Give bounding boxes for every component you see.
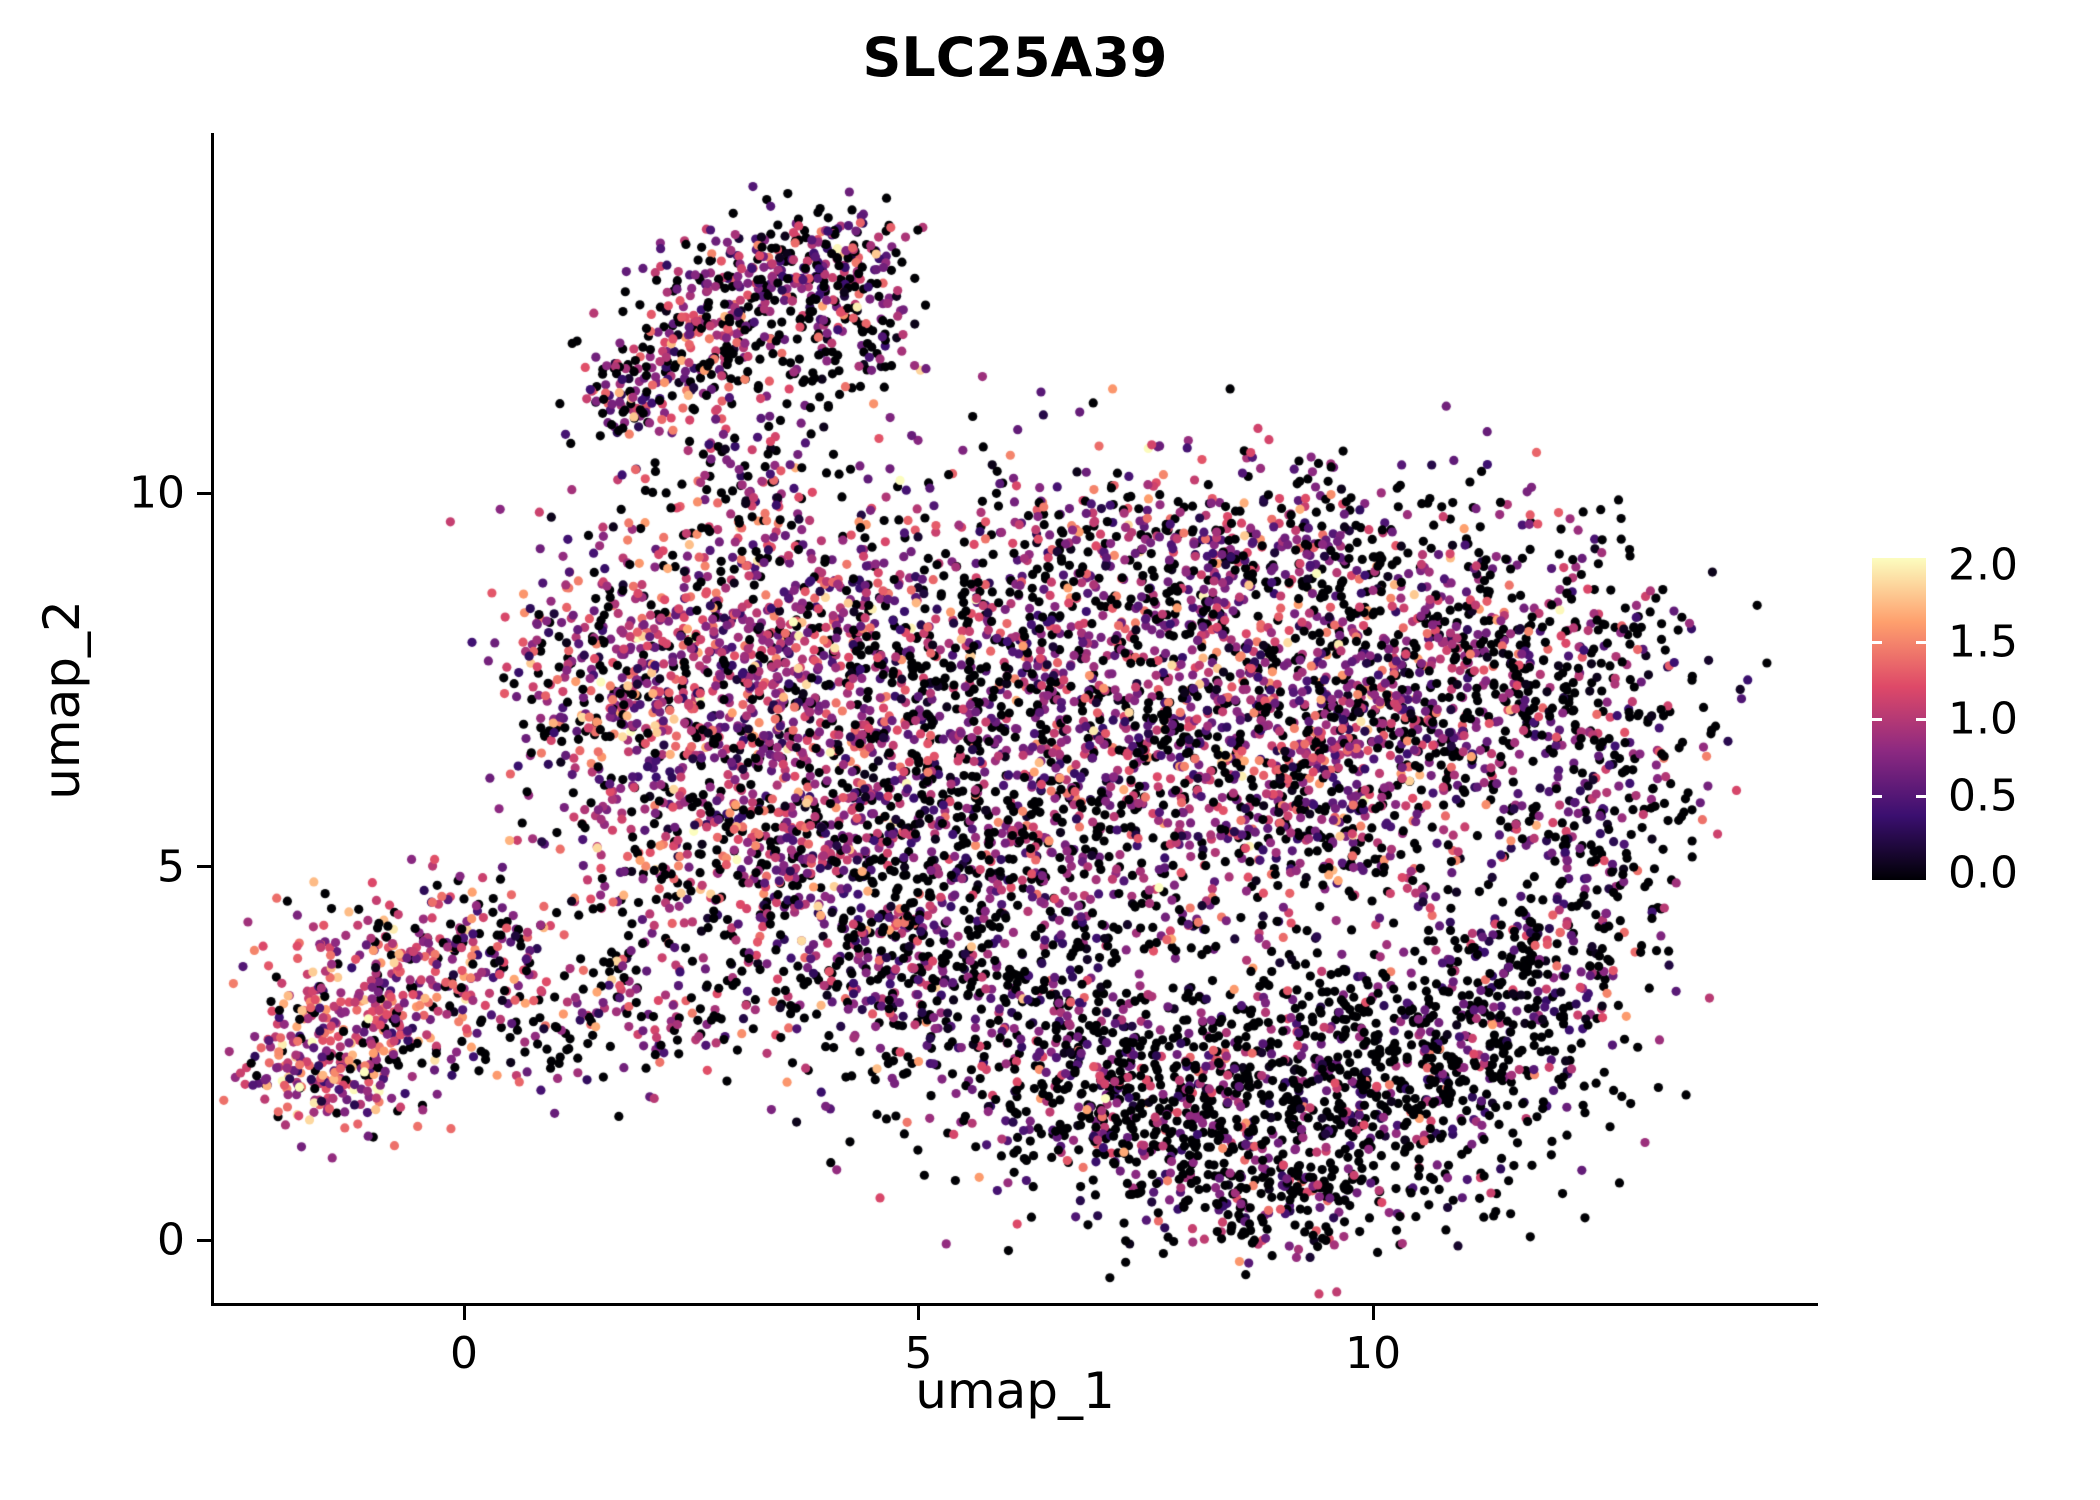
x-tick-label: 10 (1345, 1328, 1402, 1379)
chart-title: SLC25A39 (862, 26, 1168, 89)
y-axis-tick (197, 491, 211, 495)
y-axis-tick (197, 1238, 211, 1242)
colorbar-tick-mark (1872, 794, 1882, 798)
x-tick-label: 0 (450, 1328, 478, 1379)
colorbar-tick-label: 1.0 (1948, 693, 2018, 745)
x-axis-tick (462, 1306, 466, 1320)
colorbar-tick-mark (1872, 717, 1882, 721)
x-axis-tick (917, 1306, 921, 1320)
y-axis-tick (197, 865, 211, 869)
colorbar-tick-label: 2.0 (1948, 539, 2018, 591)
scatter-canvas (214, 135, 1814, 1300)
colorbar-tick-mark (1872, 640, 1882, 644)
y-tick-label: 10 (129, 467, 185, 519)
colorbar-tick-label: 0.5 (1948, 770, 2018, 822)
y-axis-label: umap_2 (33, 600, 91, 800)
colorbar-tick-mark (1916, 794, 1926, 798)
y-tick-label: 0 (157, 1214, 185, 1266)
y-axis-line (211, 133, 214, 1306)
x-axis-label: umap_1 (915, 1362, 1115, 1420)
x-tick-label: 5 (904, 1328, 933, 1379)
x-axis-line (211, 1303, 1818, 1306)
colorbar-tick-label: 1.5 (1948, 616, 2018, 668)
x-axis-tick (1371, 1306, 1375, 1320)
y-tick-label: 5 (157, 841, 185, 893)
colorbar-tick-label: 0.0 (1948, 847, 2018, 899)
colorbar-tick-mark (1916, 640, 1926, 644)
colorbar-tick-mark (1916, 717, 1926, 721)
